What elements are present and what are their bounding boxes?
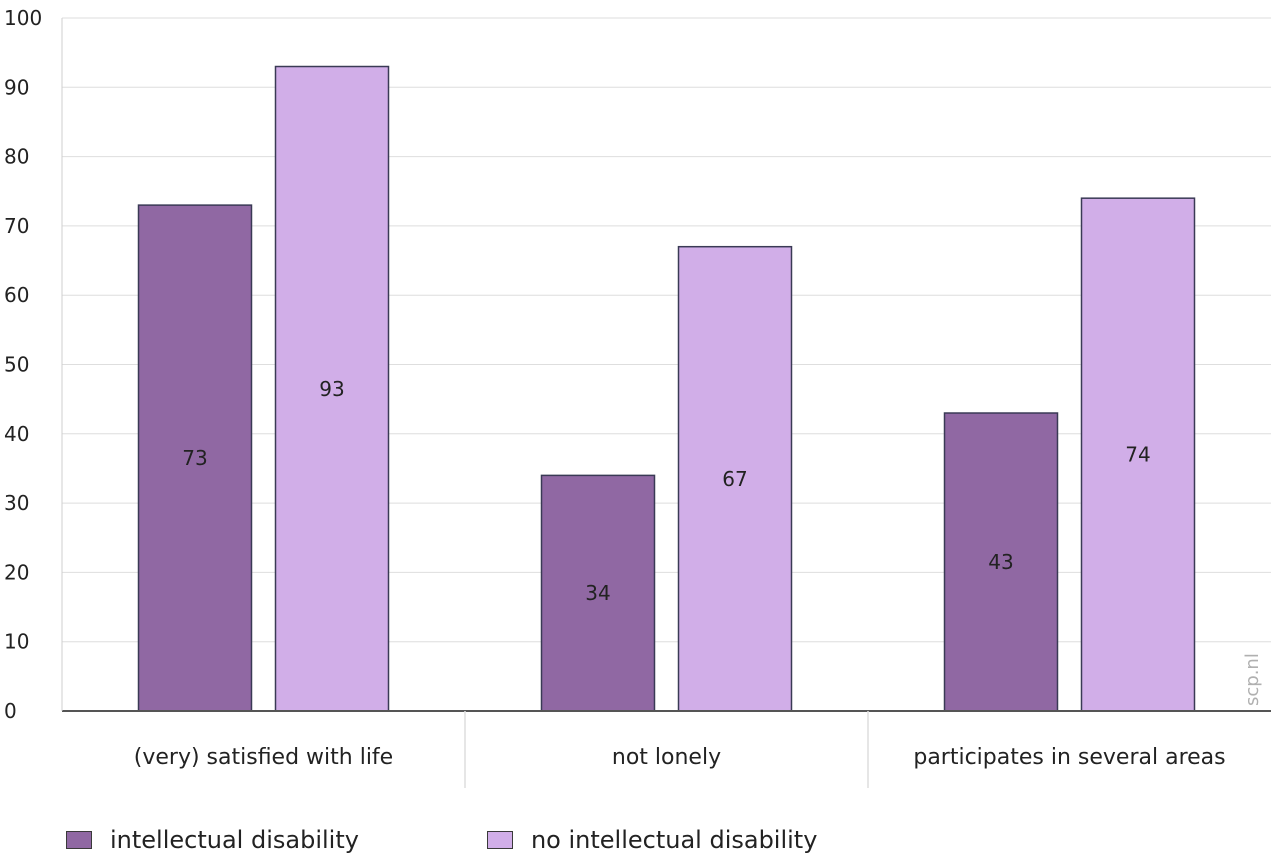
y-tick-label: 50: [4, 353, 29, 377]
bar: [274, 65, 390, 712]
grid-lines: [62, 17, 1271, 643]
y-tick-label: 20: [4, 560, 29, 584]
y-tick-label: 80: [4, 145, 29, 169]
legend: intellectual disability no intellectual …: [66, 826, 817, 854]
legend-swatch-intellectual-disability: [66, 831, 92, 849]
y-tick-label: 100: [4, 6, 42, 30]
value-label: 67: [722, 467, 747, 491]
x-axis-category-labels: (very) satisfied with life not lonely part…: [134, 745, 1226, 770]
y-axis-tick-labels: 0 10 20 30 40 50 60 70 80 90 100: [4, 6, 42, 723]
legend-item-intellectual-disability: intellectual disability: [66, 826, 359, 854]
legend-item-no-intellectual-disability: no intellectual disability: [486, 826, 818, 854]
legend-label-intellectual-disability: intellectual disability: [110, 826, 359, 854]
y-tick-label: 0: [4, 699, 17, 723]
bar-chart: 0 10 20 30 40 50 60 70 80 90 100 73 93 34 67 43 74 (ver…: [4, 6, 1271, 788]
value-label: 43: [988, 550, 1013, 574]
value-label: 73: [182, 446, 207, 470]
value-label: 34: [585, 581, 610, 605]
bars: [137, 65, 1196, 712]
y-tick-label: 60: [4, 283, 29, 307]
legend-label-no-intellectual-disability: no intellectual disability: [530, 826, 818, 854]
y-tick-label: 10: [4, 630, 29, 654]
value-label: 93: [319, 377, 344, 401]
category-label: not lonely: [612, 745, 721, 770]
bar: [677, 245, 793, 712]
value-label: 74: [1125, 443, 1150, 467]
y-tick-label: 90: [4, 75, 29, 99]
legend-swatch-no-intellectual-disability: [486, 831, 513, 849]
y-tick-label: 30: [4, 491, 29, 515]
category-label: participates in several areas: [913, 745, 1225, 770]
y-tick-label: 40: [4, 422, 29, 446]
category-label: (very) satisfied with life: [134, 745, 393, 770]
value-labels: 73 93 34 67 43 74: [182, 377, 1150, 605]
bar: [1080, 197, 1196, 712]
category-dividers: [464, 711, 869, 788]
bar: [137, 204, 253, 712]
bar: [943, 412, 1059, 712]
y-tick-label: 70: [4, 214, 29, 238]
watermark: scp.nl: [1242, 653, 1263, 706]
